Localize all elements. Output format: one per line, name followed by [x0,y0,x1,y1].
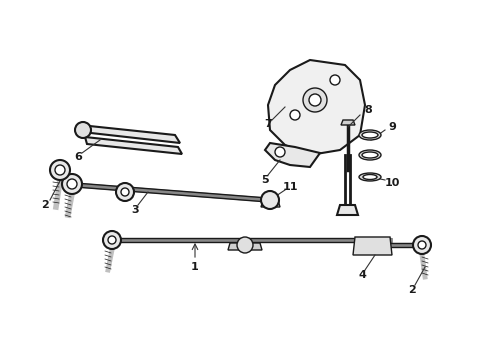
Polygon shape [337,205,358,215]
Text: 8: 8 [364,105,372,115]
Circle shape [75,122,91,138]
Polygon shape [261,200,280,207]
Circle shape [62,174,82,194]
Circle shape [309,94,321,106]
Circle shape [237,237,253,253]
Text: 9: 9 [388,122,396,132]
Ellipse shape [359,150,381,160]
Circle shape [108,236,116,244]
Circle shape [330,75,340,85]
Text: 11: 11 [282,182,298,192]
Circle shape [290,110,300,120]
Text: 5: 5 [261,175,269,185]
Ellipse shape [359,173,381,181]
Circle shape [103,231,121,249]
Circle shape [275,147,285,157]
Circle shape [67,179,77,189]
Polygon shape [265,143,320,167]
Polygon shape [268,60,365,155]
Ellipse shape [362,132,378,138]
Polygon shape [341,120,355,125]
Ellipse shape [363,175,377,180]
Text: 3: 3 [131,205,139,215]
Polygon shape [80,125,180,143]
Circle shape [261,191,279,209]
Circle shape [50,160,70,180]
Text: 6: 6 [74,152,82,162]
Circle shape [55,165,65,175]
Circle shape [121,188,129,196]
Circle shape [303,88,327,112]
Ellipse shape [359,130,381,140]
Text: 1: 1 [191,262,199,272]
Polygon shape [228,243,262,250]
Ellipse shape [362,152,378,158]
Text: 7: 7 [264,119,272,129]
Circle shape [116,183,134,201]
Circle shape [418,241,426,249]
Text: 4: 4 [358,270,366,280]
Text: 2: 2 [408,285,416,295]
Polygon shape [353,237,392,255]
Text: 10: 10 [384,178,400,188]
Circle shape [413,236,431,254]
Polygon shape [85,137,182,154]
Text: 2: 2 [41,200,49,210]
